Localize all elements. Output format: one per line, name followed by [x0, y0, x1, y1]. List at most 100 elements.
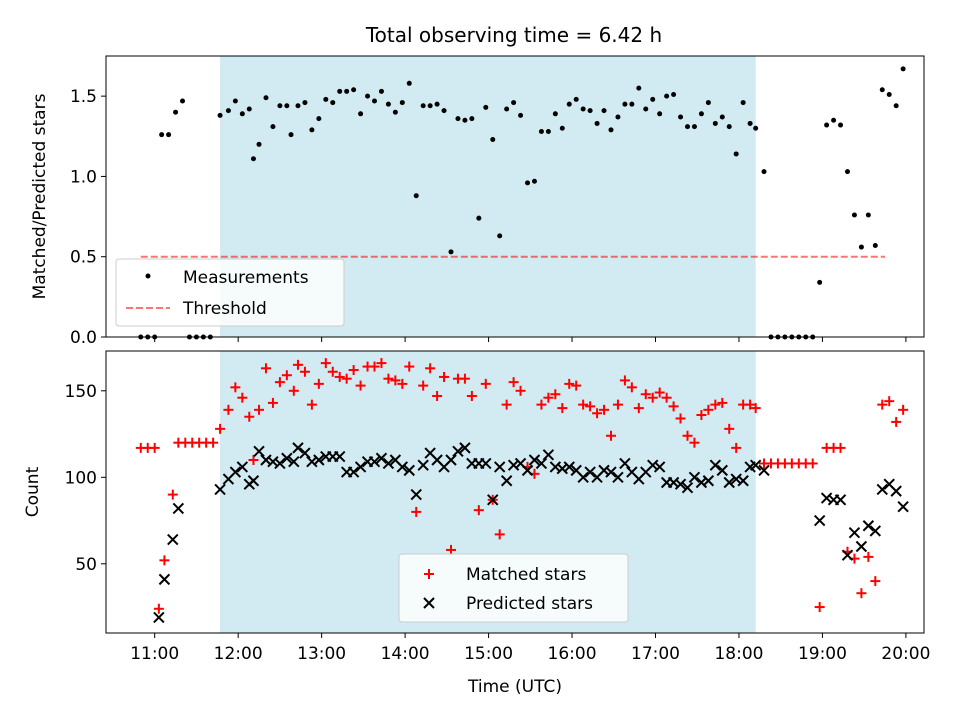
measurement-point [399, 100, 405, 106]
matched-star-point [215, 423, 226, 434]
count-panel-frame [105, 350, 925, 634]
ratio-y-tick-label: 1.0 [70, 167, 97, 187]
matched-star-point [724, 423, 735, 434]
measurement-point [378, 88, 384, 94]
matched-star-point [856, 588, 867, 599]
measurement-point [173, 109, 179, 115]
ratio-panel: 0.0 0.5 1.0 1.5 Matched/Predicted stars Mea… [30, 55, 925, 348]
matched-star-point [446, 544, 457, 555]
count-x-tick-label: 18:00 [714, 644, 763, 664]
predicted-star-point [862, 520, 875, 532]
predicted-star-point [167, 533, 179, 546]
matched-star-point [153, 603, 164, 614]
ratio-y-ticks: 0.0 0.5 1.0 1.5 [70, 87, 106, 348]
matched-star-point [159, 555, 170, 566]
measurement-point [559, 125, 565, 131]
matched-star-point [550, 389, 561, 400]
count-x-tick-label: 17:00 [631, 644, 680, 664]
matched-star-point [230, 382, 241, 393]
measurement-point [622, 101, 628, 107]
predicted-star-point [368, 456, 381, 468]
measurement-point [594, 120, 600, 126]
ratio-panel-frame [105, 55, 925, 338]
predicted-star-point [253, 445, 265, 458]
predicted-star-point [848, 526, 861, 539]
measurement-point [740, 100, 746, 106]
matched-star-point [731, 442, 742, 453]
matched-star-point [459, 373, 470, 384]
predicted-star-point [292, 442, 304, 454]
count-y-axis-label: Count [23, 466, 43, 517]
matched-star-point [244, 411, 255, 422]
predicted-star-point [813, 514, 826, 527]
count-y-tick-label: 150 [65, 382, 97, 402]
measurement-point [531, 178, 537, 184]
ratio-x-ticks [154, 337, 907, 342]
ratio-legend: Measurements Threshold [115, 258, 345, 327]
measurement-point [217, 112, 223, 118]
matched-star-point [814, 602, 825, 613]
predicted-star-point [605, 466, 617, 478]
count-x-tick-label: 14:00 [381, 644, 430, 664]
measurement-point [753, 125, 759, 131]
measurement-point [358, 111, 364, 117]
measurement-point [879, 87, 885, 93]
predicted-star-point [647, 459, 659, 471]
matched-star-point [668, 401, 679, 412]
predicted-stars-series [153, 442, 909, 624]
matched-star-point [891, 416, 902, 427]
predicted-star-point [247, 475, 260, 487]
predicted-star-point [480, 457, 492, 470]
matched-star-point [689, 437, 700, 448]
predicted-star-point [681, 481, 694, 494]
measurement-point [295, 103, 301, 109]
predicted-star-point [563, 461, 575, 473]
matched-star-point [425, 363, 436, 374]
measurement-point [427, 103, 433, 109]
measurement-point [392, 109, 398, 115]
measurement-point [900, 66, 906, 72]
measurement-point [239, 111, 245, 117]
matched-star-point [348, 365, 359, 376]
measurement-point [886, 92, 892, 98]
matched-star-point [208, 437, 219, 448]
measurement-point [159, 132, 165, 138]
chart-title: Total observing time = 6.42 h [365, 23, 662, 47]
measurement-point [685, 124, 691, 130]
measurement-point [344, 88, 350, 94]
matched-star-point [578, 399, 589, 410]
matched-star-point [626, 382, 637, 393]
matched-star-point [717, 397, 728, 408]
matched-star-point [248, 454, 259, 465]
measurement-point [462, 117, 468, 123]
matched-star-point [418, 380, 429, 391]
count-y-ticks: 50 100 150 [65, 382, 106, 575]
predicted-star-point [897, 500, 909, 513]
matched-star-point [313, 378, 324, 389]
measurement-point [448, 249, 454, 255]
matched-star-point [605, 430, 616, 441]
predicted-star-point [667, 476, 680, 489]
predicted-star-point [417, 459, 429, 471]
matched-star-point [320, 358, 331, 369]
measurement-point [365, 93, 371, 99]
matched-star-point [369, 361, 380, 372]
measurement-point [664, 93, 670, 99]
measurement-point [865, 212, 871, 218]
matched-star-point [355, 380, 366, 391]
measurement-point [538, 128, 544, 134]
matched-star-point [299, 366, 310, 377]
matched-star-point [260, 363, 271, 374]
predicted-star-point [347, 466, 360, 478]
matched-star-point [543, 392, 554, 403]
measurement-point [650, 96, 656, 102]
measurement-point [420, 103, 426, 109]
measurement-point [705, 100, 711, 106]
predicted-star-point [598, 464, 610, 477]
ratio-y-tick-label: 0.0 [70, 328, 97, 348]
measurement-point [872, 242, 878, 248]
predicted-star-point [313, 454, 325, 466]
predicted-star-point [299, 447, 311, 459]
measurement-point [351, 87, 357, 93]
